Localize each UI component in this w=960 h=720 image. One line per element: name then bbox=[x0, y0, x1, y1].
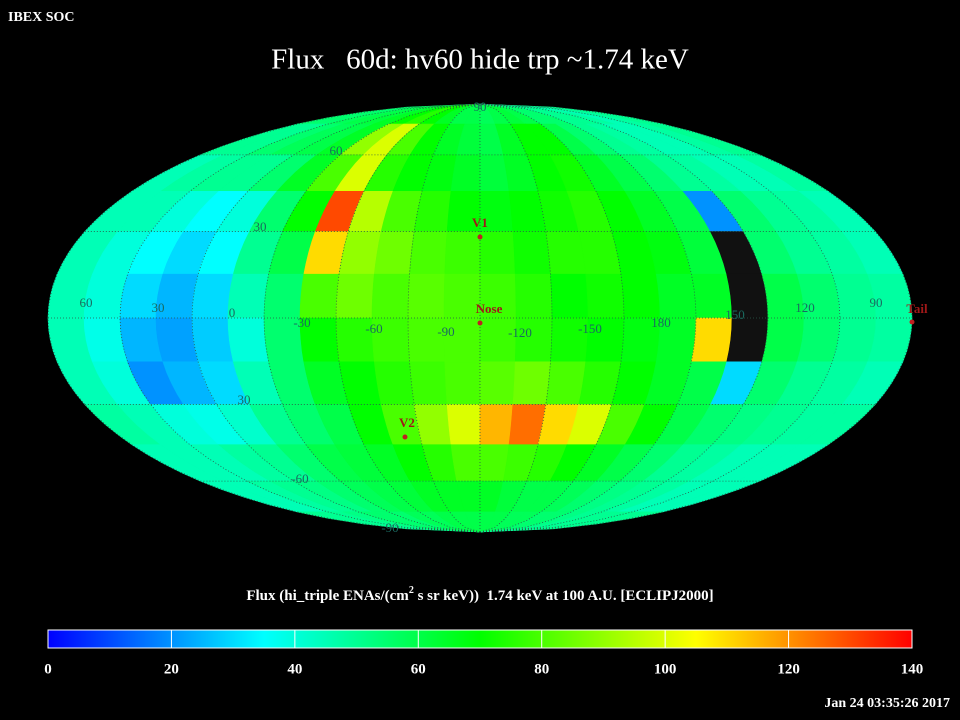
colorbar-tick-label: 0 bbox=[44, 661, 52, 677]
meridian bbox=[479, 103, 841, 533]
colorbar-label: Flux (hi_triple ENAs/(cm2 s sr keV)) 1.7… bbox=[246, 585, 713, 604]
flux-cell bbox=[761, 317, 805, 363]
grid-label: -60 bbox=[291, 471, 308, 486]
flux-cell bbox=[512, 361, 551, 405]
flux-cell bbox=[371, 273, 410, 319]
grid-label: 0 bbox=[229, 305, 236, 320]
flux-cell bbox=[191, 273, 234, 319]
grid-label: -90 bbox=[437, 324, 454, 339]
flux-cell bbox=[545, 231, 587, 275]
colorbar-tick-label: 140 bbox=[901, 661, 924, 677]
colorbar-tick-label: 40 bbox=[287, 661, 302, 677]
flux-cell bbox=[479, 361, 516, 405]
colorbar-tick-label: 100 bbox=[654, 661, 677, 677]
marker-label: Tail bbox=[906, 301, 928, 316]
marker-dot bbox=[909, 319, 915, 325]
flux-map bbox=[47, 103, 913, 533]
meridian bbox=[119, 103, 481, 533]
flux-cell bbox=[655, 273, 697, 319]
grid-label: 30 bbox=[238, 392, 251, 407]
marker-label: V2 bbox=[399, 415, 415, 430]
flux-cell bbox=[446, 404, 481, 446]
label-superscript: 2 bbox=[409, 585, 414, 596]
grid-label: 180 bbox=[651, 315, 671, 330]
grid-label: -60 bbox=[365, 321, 382, 336]
grid-label: 150 bbox=[725, 307, 745, 322]
flux-cell bbox=[409, 231, 448, 275]
meridian bbox=[479, 103, 913, 533]
grid-label: 90 bbox=[474, 99, 487, 114]
grid-label: 120 bbox=[795, 300, 815, 315]
flux-cell bbox=[444, 231, 481, 275]
grid-label: -90 bbox=[381, 520, 398, 535]
graticule bbox=[47, 103, 913, 533]
map-title: Flux 60d: hv60 hide trp ~1.74 keV bbox=[271, 44, 689, 76]
colorbar-tick-label: 80 bbox=[534, 661, 549, 677]
map-labels: 90 60 30 60 30 0 -30 -60 -90 -120 -150 180 150 120 90 3… bbox=[80, 99, 928, 535]
org-label: IBEX SOC bbox=[8, 10, 75, 25]
marker-dot bbox=[477, 320, 483, 326]
flux-cell bbox=[155, 317, 199, 363]
flux-cell bbox=[407, 273, 446, 319]
flux-cell bbox=[620, 273, 661, 319]
label-part: Flux (hi_triple ENAs/(cm bbox=[246, 588, 409, 604]
flux-cell bbox=[443, 273, 481, 319]
flux-cell bbox=[585, 273, 625, 319]
flux-cell bbox=[444, 361, 481, 405]
flux-cell bbox=[691, 317, 733, 363]
grid-label: -150 bbox=[578, 321, 602, 336]
flux-cell bbox=[191, 317, 234, 363]
marker-label: Nose bbox=[476, 301, 503, 316]
flux-cell bbox=[479, 404, 514, 446]
colorbar-fill bbox=[47, 629, 913, 649]
meridian bbox=[479, 103, 553, 533]
label-part: s sr keV)) 1.74 keV at 100 A.U. [ECLIPJ2… bbox=[414, 588, 714, 604]
grid-label: -120 bbox=[508, 325, 532, 340]
grid-label: 90 bbox=[870, 295, 883, 310]
flux-cell bbox=[373, 361, 415, 405]
marker-dot bbox=[477, 234, 483, 240]
no-data-cell bbox=[726, 317, 769, 363]
flux-cell bbox=[550, 273, 589, 319]
meridian bbox=[407, 103, 481, 533]
grid-label: 60 bbox=[330, 143, 343, 158]
grid-label: 30 bbox=[254, 219, 267, 234]
flux-cell bbox=[335, 273, 375, 319]
flux-cell bbox=[409, 361, 448, 405]
flux-cell bbox=[479, 231, 516, 275]
flux-cell bbox=[227, 317, 269, 363]
flux-cell bbox=[545, 361, 587, 405]
flux-cell bbox=[299, 273, 340, 319]
flux-cell bbox=[512, 231, 551, 275]
colorbar-tick-label: 120 bbox=[777, 661, 800, 677]
timestamp: Jan 24 03:35:26 2017 bbox=[824, 696, 950, 711]
flux-cell bbox=[796, 317, 841, 363]
flux-cell bbox=[514, 273, 553, 319]
grid-label: 30 bbox=[152, 300, 165, 315]
colorbar-tick-label: 20 bbox=[164, 661, 179, 677]
flux-cell bbox=[263, 273, 305, 319]
flux-cell bbox=[373, 231, 415, 275]
colorbar: 0 20 40 60 80 100 120 140 bbox=[44, 629, 924, 677]
colorbar-tick-label: 60 bbox=[411, 661, 426, 677]
marker-dot bbox=[402, 434, 408, 440]
grid-label: -30 bbox=[293, 315, 310, 330]
marker-label: V1 bbox=[472, 215, 488, 230]
grid-label: 60 bbox=[80, 295, 93, 310]
